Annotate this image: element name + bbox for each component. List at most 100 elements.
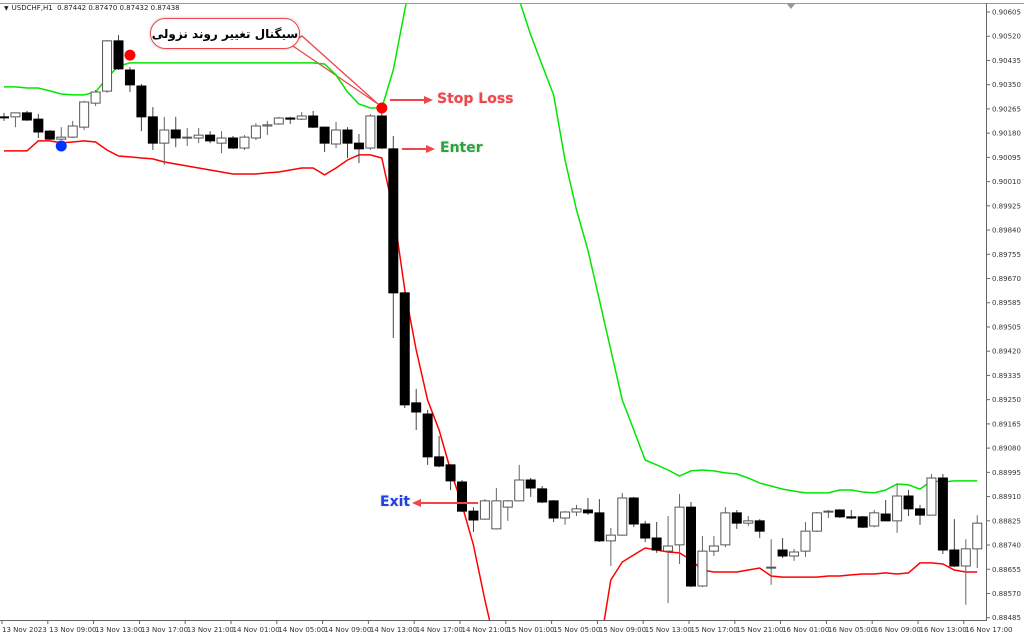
candle-body <box>537 488 548 503</box>
bullish-candle <box>960 539 971 605</box>
candle-body <box>10 112 21 118</box>
candle-body <box>0 116 9 119</box>
candle-body <box>491 500 502 530</box>
bullish-candle <box>720 507 731 548</box>
bullish-candle <box>823 510 834 518</box>
bearish-candle <box>285 116 296 124</box>
candle-body <box>571 508 582 513</box>
price-tick-label: 0.90605 <box>992 9 1021 17</box>
bullish-candle <box>926 474 937 516</box>
bullish-candle <box>102 40 113 93</box>
bearish-candle <box>834 509 845 518</box>
buy-signal-dot <box>55 140 67 152</box>
bullish-candle <box>514 464 525 502</box>
candle-body <box>811 512 822 532</box>
candle-body <box>296 115 307 120</box>
candle-body <box>90 91 101 104</box>
bullish-candle <box>273 116 284 125</box>
candle-body <box>319 126 330 144</box>
candle-body <box>376 115 387 149</box>
time-tick-label: 16 Nov 05:00 <box>828 626 875 634</box>
bullish-candle <box>892 484 903 533</box>
bearish-candle <box>754 519 765 538</box>
price-tick-label: 0.89505 <box>992 323 1021 331</box>
price-tick-label: 0.88655 <box>992 566 1021 574</box>
candle-body <box>869 512 880 527</box>
bearish-candle <box>353 134 364 164</box>
candle-body <box>800 530 811 552</box>
candle-body <box>686 506 696 587</box>
dropdown-triangle-icon[interactable]: ▼ <box>4 5 9 12</box>
bullish-candle <box>239 135 250 150</box>
candle-body <box>903 495 914 510</box>
candle-body <box>582 509 593 514</box>
bullish-candle <box>67 120 78 138</box>
bearish-candle <box>880 500 891 522</box>
price-tick-label: 0.89420 <box>992 348 1021 356</box>
bullish-candle <box>216 131 227 154</box>
candle-body <box>915 508 925 516</box>
price-tick-label: 0.90435 <box>992 57 1021 65</box>
candle-body <box>239 136 250 149</box>
candle-body <box>949 549 960 567</box>
price-tick-label: 0.89250 <box>992 396 1021 404</box>
bearish-candle <box>937 474 948 554</box>
bearish-candle <box>731 510 742 529</box>
signal-markers <box>55 49 388 152</box>
candle-body <box>33 118 44 133</box>
price-tick-label: 0.89925 <box>992 202 1021 210</box>
bearish-candle <box>903 490 914 516</box>
chart-shift-marker-icon[interactable] <box>787 4 795 9</box>
candle-body <box>777 549 788 557</box>
price-tick-label: 0.89080 <box>992 445 1021 453</box>
price-tick-label: 0.89585 <box>992 299 1021 307</box>
bearish-candle <box>33 114 44 138</box>
bullish-candle <box>79 100 90 130</box>
candle-body <box>937 477 948 551</box>
bearish-candle <box>319 126 330 152</box>
exit-arrow-head-icon <box>412 499 421 507</box>
bullish-candle <box>90 90 101 106</box>
bullish-candle <box>697 536 708 588</box>
price-tick-label: 0.90010 <box>992 178 1021 186</box>
candle-body <box>846 516 857 519</box>
bullish-candle <box>296 112 307 120</box>
candle-body <box>926 477 937 516</box>
candle-body <box>434 456 445 467</box>
bullish-candle <box>159 116 170 165</box>
bearish-candle <box>113 35 124 70</box>
bearish-candle <box>136 84 147 132</box>
sell-signal-dot <box>376 102 388 114</box>
candle-body <box>365 115 376 149</box>
candle-body <box>548 500 559 519</box>
time-tick-label: 15 Nov 13:00 <box>645 626 692 634</box>
price-tick-label: 0.89335 <box>992 372 1021 380</box>
candle-body <box>960 548 971 567</box>
price-tick-label: 0.90350 <box>992 81 1021 89</box>
candle-body <box>720 512 731 546</box>
bearish-candle <box>857 516 868 528</box>
candle-body <box>399 292 410 406</box>
sell-signal-dot <box>124 49 136 61</box>
candle-body <box>262 124 273 127</box>
bearish-candle <box>388 136 399 338</box>
candle-body <box>353 142 364 150</box>
candles <box>0 35 983 605</box>
candle-body <box>67 125 78 138</box>
price-tick-label: 0.89840 <box>992 227 1021 235</box>
bullish-candle <box>560 511 571 525</box>
bullish-candle <box>491 488 502 530</box>
bearish-candle <box>640 520 651 542</box>
candle-body <box>193 134 204 139</box>
time-tick-label: 16 Nov 01:00 <box>782 626 829 634</box>
chart-header: ▼ USDCHF,H1 0.87442 0.87470 0.87432 0.874… <box>4 4 180 12</box>
bearish-candle <box>582 498 593 515</box>
price-tick-label: 0.88570 <box>992 590 1021 598</box>
bearish-candle <box>628 496 639 528</box>
candle-body <box>124 69 135 86</box>
price-tick-label: 0.88910 <box>992 493 1021 501</box>
candle-body <box>789 551 800 557</box>
time-tick-label: 16 Nov 09:00 <box>874 626 921 634</box>
